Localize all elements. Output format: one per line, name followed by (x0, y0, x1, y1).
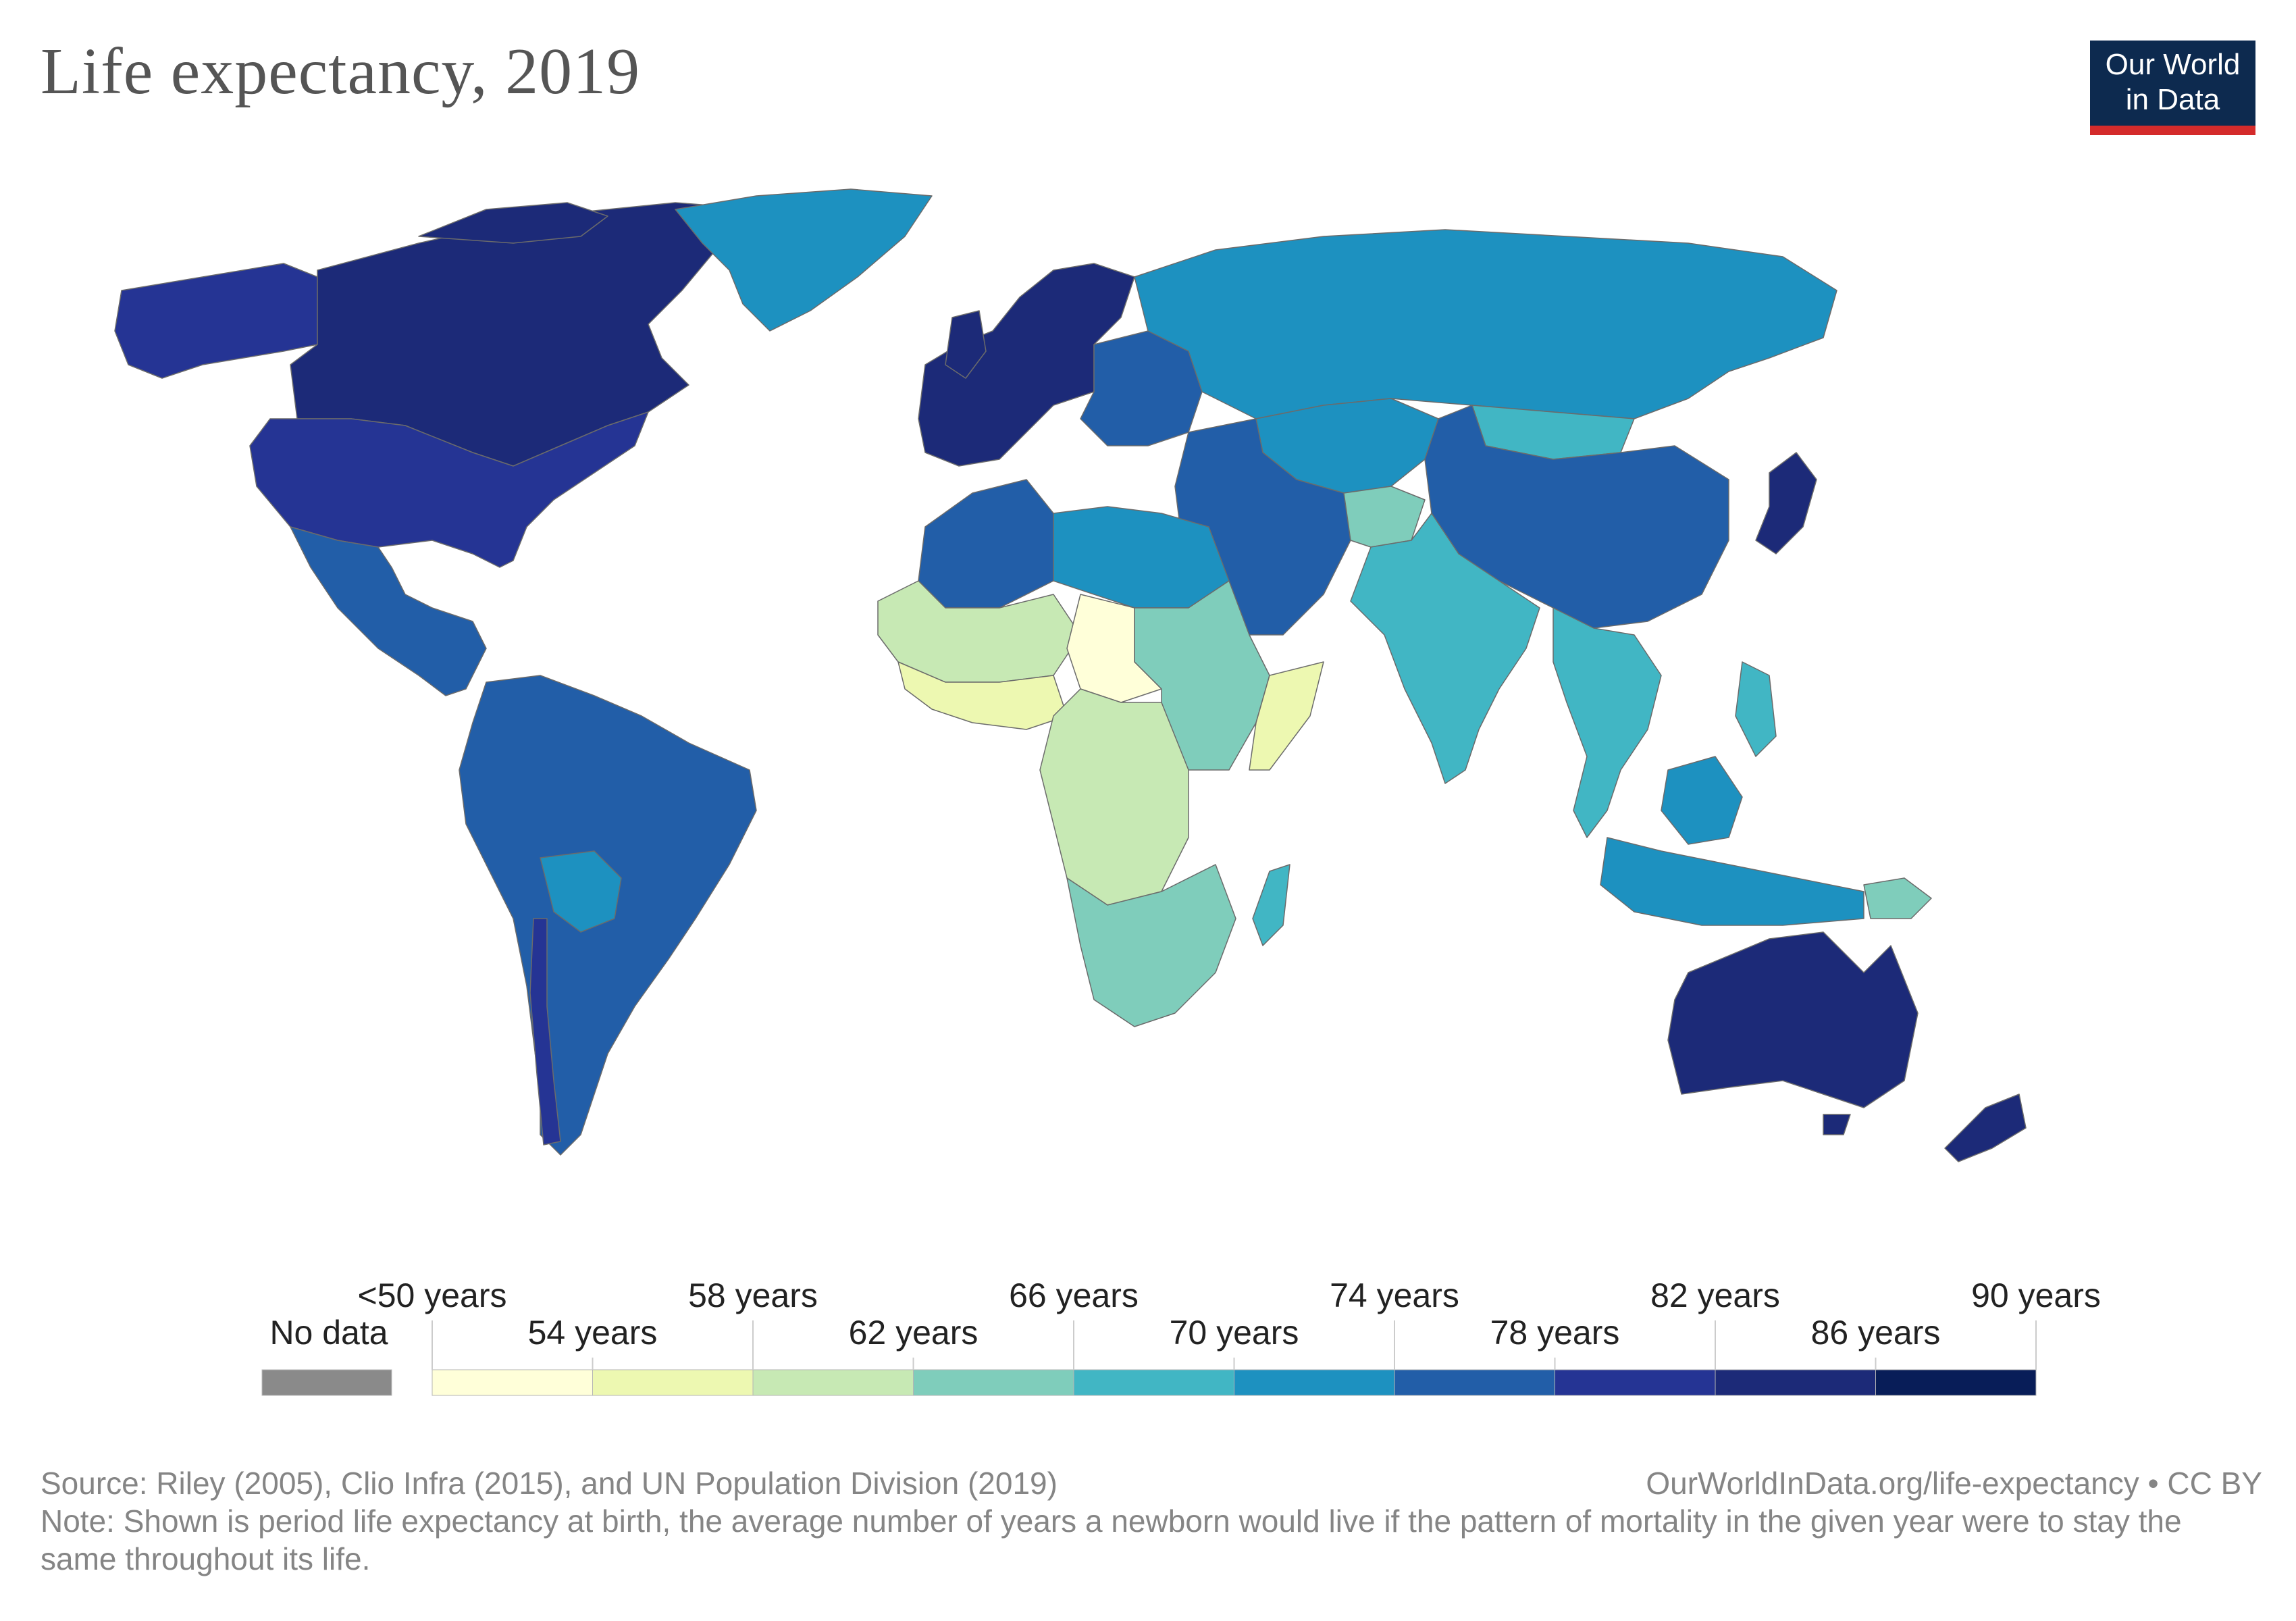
region-madagascar[interactable] (1252, 864, 1290, 946)
region-central-africa[interactable] (1039, 688, 1189, 906)
chart-title: Life expectancy, 2019 (41, 35, 641, 108)
legend-tick-label: 70 years (1170, 1314, 1299, 1352)
region-canada-islands[interactable] (418, 202, 608, 244)
legend-tick-label: 66 years (1009, 1277, 1139, 1314)
region-greenland[interactable] (675, 188, 933, 332)
legend-tick-label: 62 years (849, 1314, 979, 1352)
footer-url[interactable]: OurWorldInData.org/life-expectancy • CC … (1646, 1466, 2262, 1501)
legend-tick-label: 54 years (528, 1314, 658, 1352)
region-southeast-asia[interactable] (1553, 607, 1662, 838)
legend-tick-label: 82 years (1650, 1277, 1780, 1314)
region-philippines[interactable] (1735, 661, 1777, 757)
world-map (114, 188, 2027, 1162)
region-alaska[interactable] (114, 263, 318, 379)
region-uk[interactable] (945, 310, 987, 379)
logo-line-1: Our World (2105, 48, 2241, 81)
region-southern-africa[interactable] (1066, 864, 1236, 1027)
logo-line-2: in Data (2125, 83, 2220, 116)
region-japan[interactable] (1755, 452, 1817, 555)
region-west-africa[interactable] (897, 661, 1068, 730)
legend-tick-label: 74 years (1330, 1277, 1459, 1314)
legend-swatch[interactable] (1715, 1369, 1876, 1396)
owid-logo[interactable]: Our World in Data (2090, 41, 2255, 135)
legend-swatch[interactable] (1394, 1369, 1555, 1396)
legend-swatch[interactable] (1234, 1369, 1395, 1396)
legend-no-data-label: No data (269, 1314, 388, 1352)
legend-bins: <50 years 54 years 58 years 62 years 66 year… (358, 1277, 2101, 1396)
legend-tick-label: 78 years (1490, 1314, 1620, 1352)
legend-tick-label: 86 years (1811, 1314, 1941, 1352)
region-new-zealand[interactable] (1944, 1093, 2027, 1162)
legend-tick-label: 58 years (688, 1277, 818, 1314)
legend-swatch[interactable] (1073, 1369, 1234, 1396)
region-bolivia[interactable] (540, 850, 622, 933)
legend-swatch[interactable] (592, 1369, 754, 1396)
legend-swatch[interactable] (1555, 1369, 1716, 1396)
region-india-south-asia[interactable] (1350, 513, 1540, 784)
region-sahel[interactable] (877, 580, 1081, 683)
legend-no-data-swatch[interactable] (261, 1369, 392, 1396)
region-mexico-central-america[interactable] (290, 526, 487, 696)
region-australia[interactable] (1667, 931, 1919, 1108)
region-north-africa[interactable] (918, 479, 1054, 609)
region-russia[interactable] (1134, 229, 1837, 419)
legend-swatch[interactable] (1875, 1369, 2037, 1396)
map-legend: No data <50 years 54 years 58 years 62 year… (261, 1277, 2101, 1396)
footer: Source: Riley (2005), Clio Infra (2015),… (41, 1464, 2262, 1578)
footer-source: Source: Riley (2005), Clio Infra (2015),… (41, 1466, 1058, 1501)
legend-end-label: 90 years (1971, 1277, 2101, 1314)
legend-tick-label: <50 years (358, 1277, 507, 1314)
footer-note: Note: Shown is period life expectancy at… (41, 1503, 2182, 1576)
map-regions (114, 188, 2027, 1162)
legend-swatch[interactable] (913, 1369, 1074, 1396)
legend-swatch[interactable] (432, 1369, 593, 1396)
region-chile[interactable] (529, 918, 561, 1146)
region-borneo[interactable] (1661, 756, 1743, 845)
legend-swatch[interactable] (752, 1369, 914, 1396)
region-tasmania[interactable] (1823, 1114, 1851, 1135)
region-indonesia[interactable] (1600, 837, 1864, 926)
region-somalia[interactable] (1249, 661, 1324, 771)
region-papua-new-guinea[interactable] (1863, 877, 1932, 919)
